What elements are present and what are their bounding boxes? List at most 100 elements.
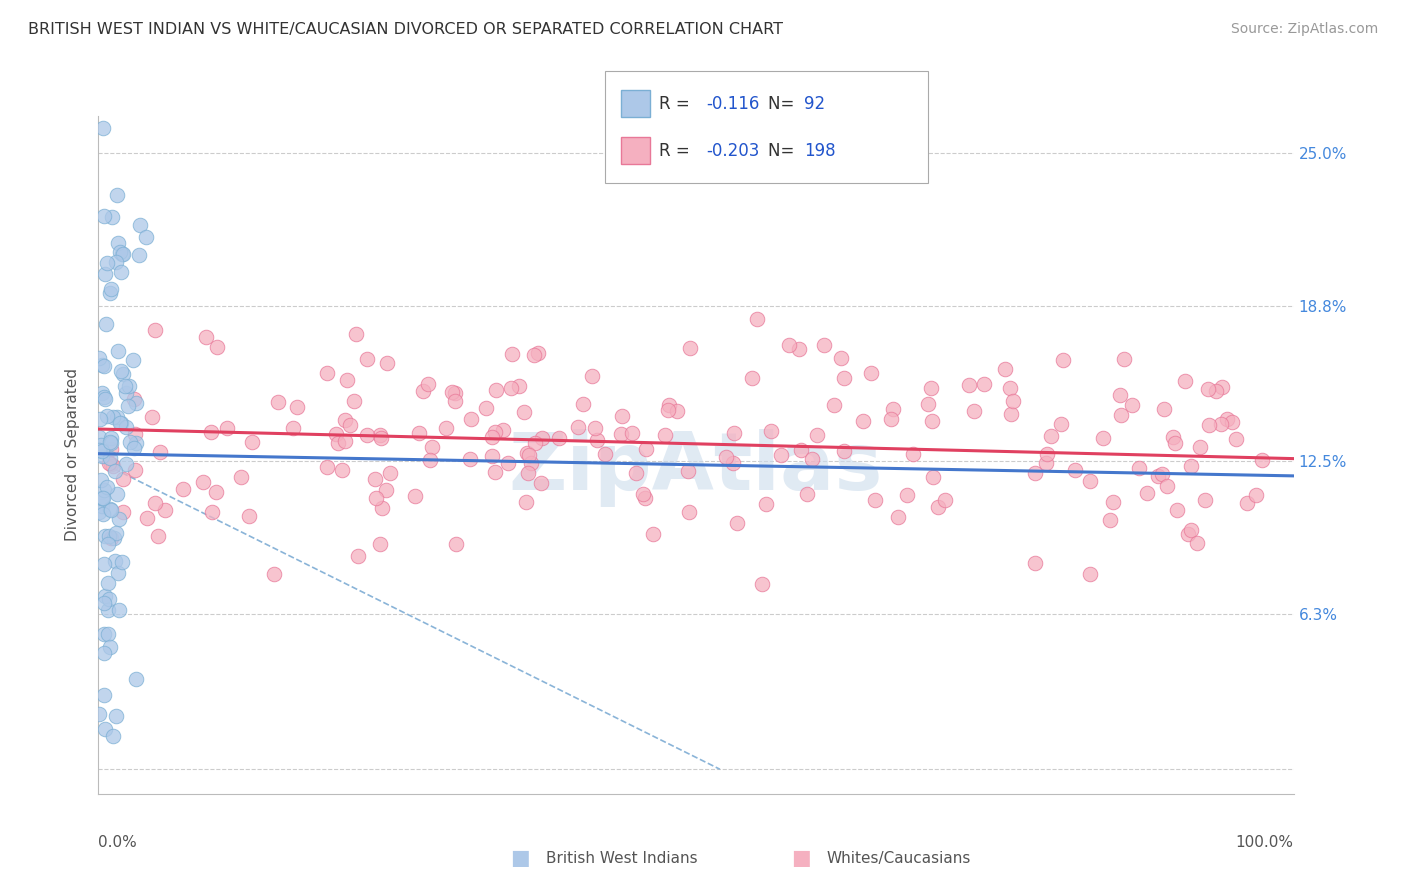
Point <box>114 386 136 401</box>
Point <box>91 491 114 506</box>
Point <box>1188 440 1211 454</box>
Text: R =: R = <box>659 142 696 160</box>
Point <box>101 210 124 224</box>
Text: Source: ZipAtlas.com: Source: ZipAtlas.com <box>1230 22 1378 37</box>
Point <box>112 505 135 519</box>
Point <box>117 400 139 414</box>
Point <box>921 470 943 484</box>
Point <box>610 409 633 423</box>
Point <box>91 507 114 521</box>
Point <box>665 403 688 417</box>
Point <box>412 384 434 398</box>
Point <box>90 499 112 513</box>
Point <box>91 491 114 505</box>
Point <box>896 488 918 502</box>
Point <box>474 401 496 416</box>
Point <box>789 343 811 357</box>
Point <box>585 434 607 448</box>
Point <box>128 248 150 262</box>
Point <box>901 447 924 461</box>
Point <box>440 385 463 400</box>
Point <box>107 566 129 580</box>
Point <box>408 426 430 441</box>
Point <box>118 378 141 392</box>
Point <box>200 425 222 439</box>
Point <box>610 427 633 442</box>
Point <box>1063 463 1085 477</box>
Point <box>114 458 136 472</box>
Point <box>193 475 215 489</box>
Point <box>832 443 855 458</box>
Point <box>1185 536 1208 550</box>
Point <box>93 390 115 404</box>
Point <box>1114 352 1136 367</box>
Point <box>336 373 359 387</box>
Point <box>1036 447 1059 461</box>
Point <box>813 337 835 351</box>
Point <box>1198 417 1220 432</box>
Point <box>105 410 128 425</box>
Point <box>920 381 942 395</box>
Point <box>125 672 148 686</box>
Point <box>143 496 166 510</box>
Point <box>460 412 482 426</box>
Point <box>94 590 117 604</box>
Point <box>1225 433 1247 447</box>
Point <box>100 442 122 456</box>
Point <box>499 381 522 395</box>
Point <box>195 329 218 343</box>
Point <box>823 398 845 412</box>
Point <box>94 392 117 407</box>
Point <box>1099 513 1122 527</box>
Point <box>87 506 110 520</box>
Point <box>1136 486 1159 500</box>
Point <box>567 420 589 434</box>
Point <box>111 247 134 261</box>
Text: N=: N= <box>768 142 799 160</box>
Point <box>830 351 852 366</box>
Text: ■: ■ <box>792 848 811 868</box>
Point <box>333 434 356 449</box>
Point <box>654 428 676 442</box>
Point <box>434 421 457 435</box>
Point <box>98 435 121 450</box>
Point <box>759 424 782 438</box>
Point <box>101 410 124 425</box>
Point <box>101 729 124 743</box>
Point <box>125 396 148 410</box>
Point <box>593 446 616 460</box>
Point <box>1211 417 1233 431</box>
Point <box>927 500 949 515</box>
Point <box>530 431 553 445</box>
Point <box>343 394 366 409</box>
Point <box>103 459 125 474</box>
Point <box>104 554 127 568</box>
Point <box>112 472 135 486</box>
Point <box>114 379 136 393</box>
Point <box>581 369 603 384</box>
Point <box>100 640 122 654</box>
Point <box>135 511 157 525</box>
Point <box>721 456 744 470</box>
Point <box>125 436 148 450</box>
Point <box>852 414 875 428</box>
Point <box>1049 417 1071 432</box>
Point <box>444 393 467 408</box>
Point <box>484 466 506 480</box>
Point <box>1205 384 1227 398</box>
Point <box>1220 415 1243 429</box>
Point <box>481 430 503 444</box>
Point <box>97 456 120 470</box>
Point <box>91 121 114 136</box>
Point <box>263 566 285 581</box>
Point <box>1180 458 1202 473</box>
Point <box>517 466 540 480</box>
Point <box>122 392 145 406</box>
Point <box>217 421 239 435</box>
Text: Whites/Caucasians: Whites/Caucasians <box>827 851 972 865</box>
Point <box>419 453 441 467</box>
Text: British West Indians: British West Indians <box>546 851 697 865</box>
Point <box>316 460 339 475</box>
Point <box>124 463 146 477</box>
Point <box>326 435 349 450</box>
